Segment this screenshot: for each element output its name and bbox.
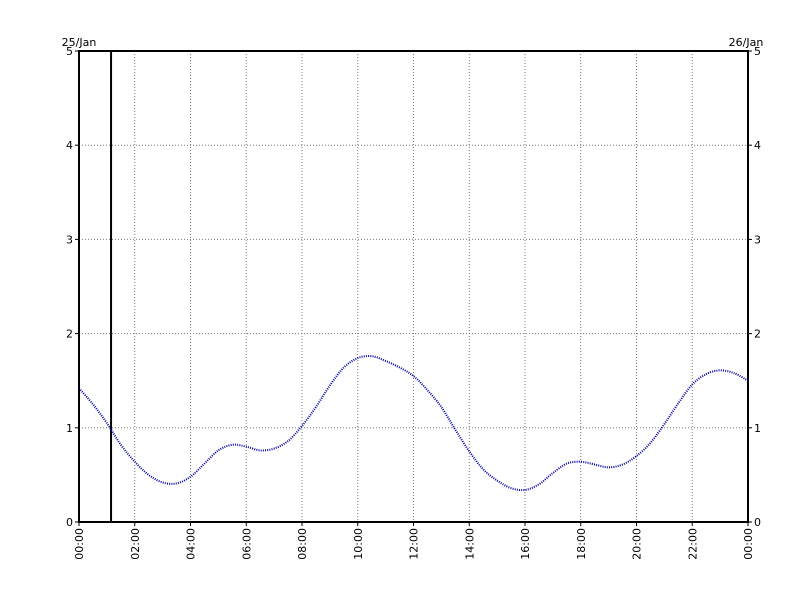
x-tick-label: 02:00 (129, 528, 142, 560)
y-tick-label-right: 1 (754, 422, 761, 435)
y-tick-label-right: 3 (754, 233, 761, 246)
y-tick-label-right: 2 (754, 328, 761, 341)
x-tick-label: 16:00 (519, 528, 532, 560)
y-tick-label-left: 1 (66, 422, 73, 435)
x-tick-label: 10:00 (352, 528, 365, 560)
x-tick-label: 08:00 (296, 528, 309, 560)
x-tick-label: 22:00 (686, 528, 699, 560)
x-tick-label: 06:00 (240, 528, 253, 560)
y-tick-label-right: 4 (754, 139, 761, 152)
series-line (78, 355, 749, 492)
x-tick-label: 18:00 (575, 528, 588, 560)
x-tick-label: 00:00 (73, 528, 86, 560)
x-tick-label: 00:00 (742, 528, 755, 560)
tick-labels: 00:00 02:00 04:00 06:00 08:00 10:00 12:00 14:00… (66, 45, 761, 560)
y-tick-label-right: 0 (754, 516, 761, 529)
y-tick-label-left: 5 (66, 45, 73, 58)
y-tick-label-left: 2 (66, 328, 73, 341)
y-tick-label-left: 4 (66, 139, 73, 152)
plot-frame (78, 50, 749, 523)
y-tick-label-right: 5 (754, 45, 761, 58)
plot-area (78, 50, 749, 523)
x-tick-label: 12:00 (408, 528, 421, 560)
x-tick-label: 04:00 (185, 528, 198, 560)
grid-lines (75, 50, 752, 526)
x-tick-label: 20:00 (631, 528, 644, 560)
start-date-label: 25/Jan (62, 36, 97, 49)
y-tick-label-left: 0 (66, 516, 73, 529)
end-date-label: 26/Jan (729, 36, 764, 49)
y-tick-label-left: 3 (66, 233, 73, 246)
x-tick-label: 14:00 (463, 528, 476, 560)
